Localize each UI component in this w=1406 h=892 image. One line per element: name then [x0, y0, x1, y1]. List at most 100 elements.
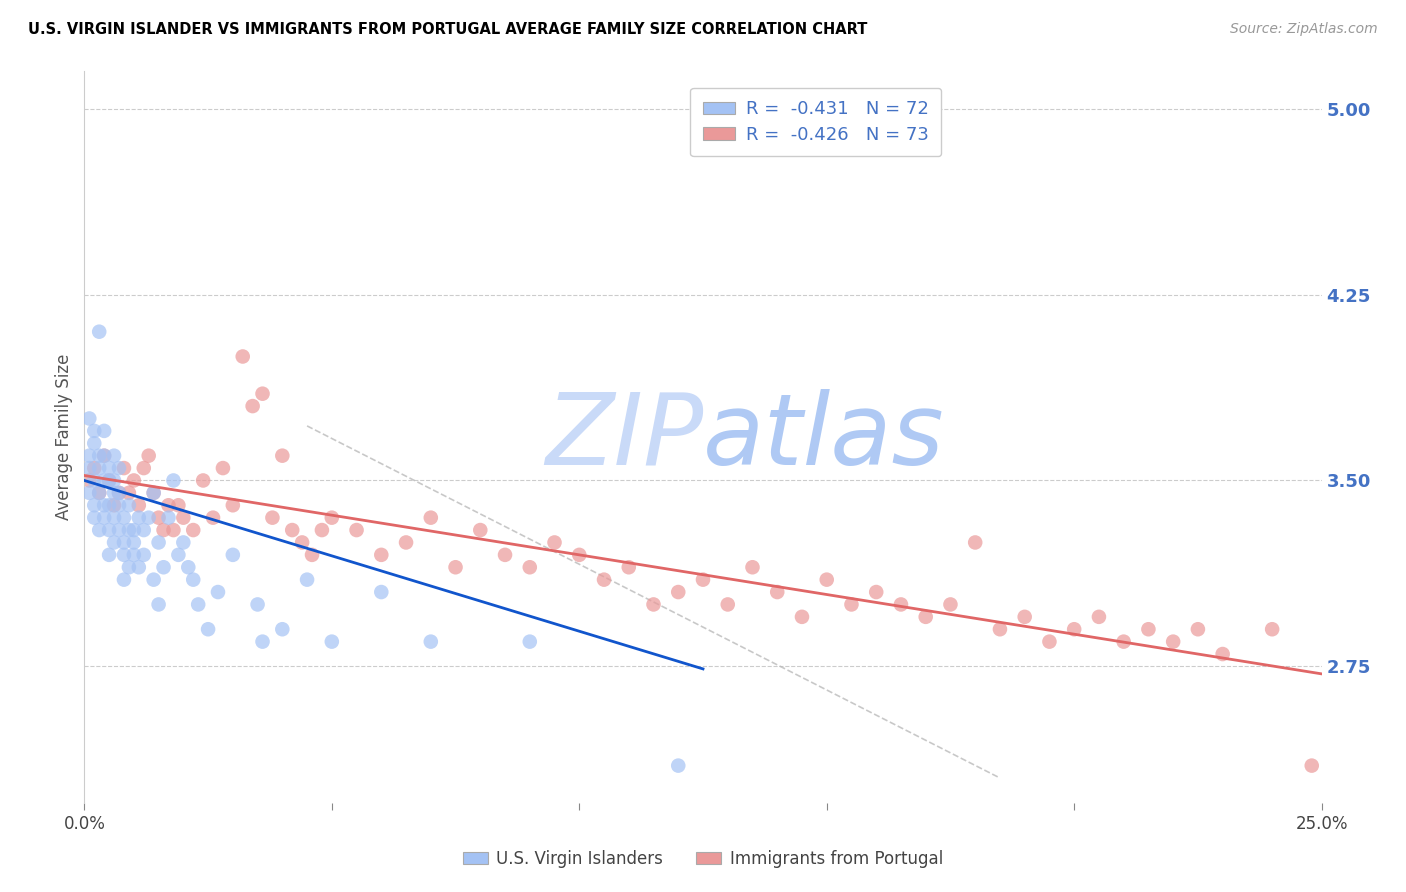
Point [1137, 622, 1160, 636]
Point [666, 585, 689, 599]
Point [815, 573, 838, 587]
Point [79, 449, 101, 463]
Point [108, 461, 131, 475]
Point [988, 622, 1011, 636]
Point [83, 436, 105, 450]
Point [79, 474, 101, 488]
Point [142, 486, 165, 500]
Point [162, 474, 184, 488]
Point [321, 634, 343, 648]
Point [301, 548, 323, 562]
Point [142, 486, 165, 500]
Point [98, 474, 121, 488]
Point [132, 461, 155, 475]
Point [841, 598, 863, 612]
Point [132, 523, 155, 537]
Point [83, 474, 105, 488]
Point [93, 498, 115, 512]
Point [108, 486, 131, 500]
Point [122, 523, 145, 537]
Point [112, 510, 135, 524]
Point [519, 634, 541, 648]
Point [246, 598, 269, 612]
Point [83, 424, 105, 438]
Point [98, 461, 121, 475]
Point [103, 486, 125, 500]
Text: ZIP: ZIP [544, 389, 703, 485]
Point [108, 523, 131, 537]
Point [271, 622, 294, 636]
Point [666, 758, 689, 772]
Point [98, 474, 121, 488]
Point [112, 548, 135, 562]
Point [103, 498, 125, 512]
Point [252, 386, 274, 401]
Point [167, 498, 190, 512]
Point [157, 510, 180, 524]
Point [83, 510, 105, 524]
Legend: U.S. Virgin Islanders, Immigrants from Portugal: U.S. Virgin Islanders, Immigrants from P… [457, 844, 949, 875]
Point [89, 523, 111, 537]
Point [118, 498, 141, 512]
Point [118, 486, 141, 500]
Point [295, 573, 318, 587]
Point [148, 535, 170, 549]
Point [118, 523, 141, 537]
Point [122, 535, 145, 549]
Point [128, 510, 150, 524]
Point [128, 560, 150, 574]
Point [741, 560, 763, 574]
Point [79, 486, 101, 500]
Point [128, 498, 150, 512]
Point [419, 510, 441, 524]
Point [103, 449, 125, 463]
Point [89, 325, 111, 339]
Point [177, 560, 200, 574]
Point [281, 523, 304, 537]
Point [108, 498, 131, 512]
Point [262, 510, 284, 524]
Point [291, 535, 314, 549]
Point [93, 449, 115, 463]
Point [1161, 634, 1184, 648]
Point [232, 350, 254, 364]
Point [93, 424, 115, 438]
Point [181, 573, 204, 587]
Point [191, 474, 214, 488]
Point [444, 560, 467, 574]
Point [122, 474, 145, 488]
Point [152, 523, 174, 537]
Point [1261, 622, 1284, 636]
Point [222, 548, 245, 562]
Point [197, 622, 219, 636]
Point [790, 610, 813, 624]
Point [187, 598, 209, 612]
Point [108, 486, 131, 500]
Point [470, 523, 492, 537]
Point [122, 548, 145, 562]
Point [939, 598, 962, 612]
Point [1301, 758, 1323, 772]
Point [370, 585, 392, 599]
Point [419, 634, 441, 648]
Point [692, 573, 714, 587]
Point [93, 474, 115, 488]
Point [643, 598, 665, 612]
Point [890, 598, 912, 612]
Point [346, 523, 368, 537]
Point [321, 510, 343, 524]
Point [89, 449, 111, 463]
Point [1014, 610, 1036, 624]
Text: U.S. VIRGIN ISLANDER VS IMMIGRANTS FROM PORTUGAL AVERAGE FAMILY SIZE CORRELATION: U.S. VIRGIN ISLANDER VS IMMIGRANTS FROM … [28, 22, 868, 37]
Point [138, 449, 160, 463]
Point [1187, 622, 1209, 636]
Point [202, 510, 225, 524]
Point [172, 535, 194, 549]
Y-axis label: Average Family Size: Average Family Size [55, 354, 73, 520]
Point [93, 449, 115, 463]
Point [311, 523, 333, 537]
Point [103, 535, 125, 549]
Point [543, 535, 565, 549]
Point [152, 560, 174, 574]
Point [148, 598, 170, 612]
